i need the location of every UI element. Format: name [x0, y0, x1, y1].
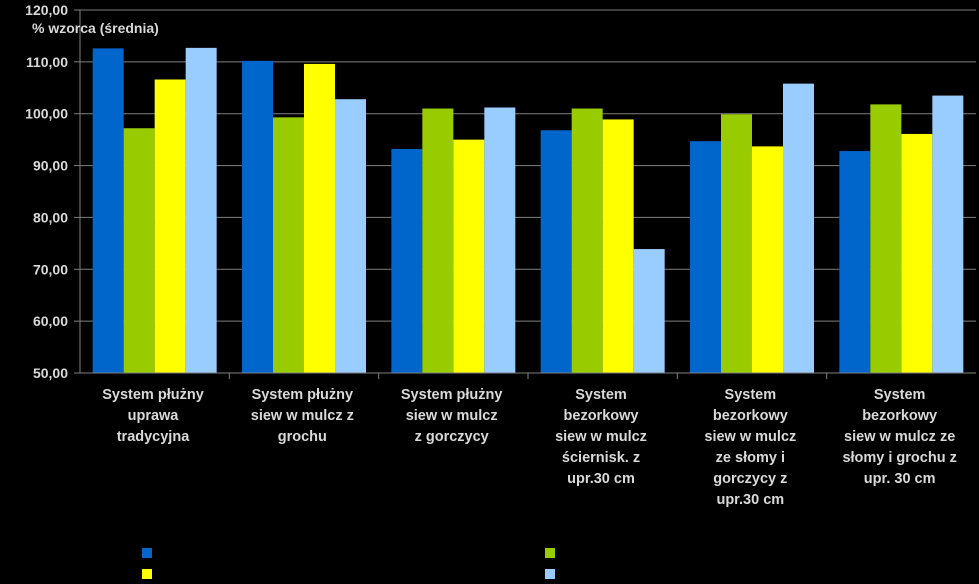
- y-tick-label: 100,00: [25, 106, 68, 122]
- y-tick-label: 80,00: [33, 209, 68, 225]
- y-tick-label: 50,00: [33, 365, 68, 381]
- x-tick-label: System płużny siew w mulcz z grochu: [250, 387, 354, 445]
- x-tick-label: System bezorkowy siew w mulcz ze słomy i…: [842, 387, 957, 487]
- bar: [335, 99, 366, 374]
- y-axis-label: % wzorca (średnia): [32, 20, 159, 36]
- bar: [391, 148, 423, 373]
- bar: [602, 119, 634, 373]
- gridlines: [80, 9, 976, 374]
- bars: [92, 47, 964, 374]
- bar: [154, 79, 186, 373]
- bar: [185, 47, 217, 373]
- bar: [870, 104, 902, 373]
- y-tick-label: 60,00: [33, 313, 68, 329]
- y-tick-label: 110,00: [26, 54, 68, 70]
- bar: [721, 114, 752, 374]
- y-axis-ticks: 50,00 60,00 70,00 80,00 90,00 100,00 110,00 120…: [25, 2, 80, 381]
- x-tick-label: System bezorkowy siew w mulcz ściernisk.…: [555, 387, 647, 487]
- legend-swatch: [545, 548, 555, 558]
- bar: [453, 139, 485, 373]
- bar: [304, 63, 335, 373]
- bar: [932, 95, 964, 374]
- axes: [79, 10, 976, 379]
- y-tick-label: 120,00: [25, 2, 68, 18]
- x-tick-label: System płużny uprawa tradycyjna: [102, 387, 204, 445]
- bar: [273, 117, 304, 373]
- legend-swatch: [142, 569, 152, 579]
- y-tick-label: 70,00: [33, 261, 68, 277]
- bar: [92, 48, 124, 373]
- bar: [540, 130, 572, 373]
- bar: [752, 146, 783, 373]
- x-tick-label: System bezorkowy siew w mulcz ze słomy i…: [704, 387, 797, 508]
- bar: [690, 141, 721, 373]
- bar: [484, 107, 516, 374]
- bar: [839, 151, 871, 373]
- bar: [783, 83, 814, 373]
- bar: [571, 108, 603, 374]
- x-tick-label: System płużny siew w mulcz z gorczycy: [400, 387, 503, 445]
- legend-swatch: [545, 569, 555, 579]
- y-tick-label: 90,00: [33, 158, 68, 174]
- bar: [422, 108, 454, 374]
- bar: [123, 128, 155, 373]
- bar: [901, 133, 933, 373]
- bar: [633, 249, 665, 373]
- legend-swatch: [142, 548, 152, 558]
- bar: [242, 60, 273, 373]
